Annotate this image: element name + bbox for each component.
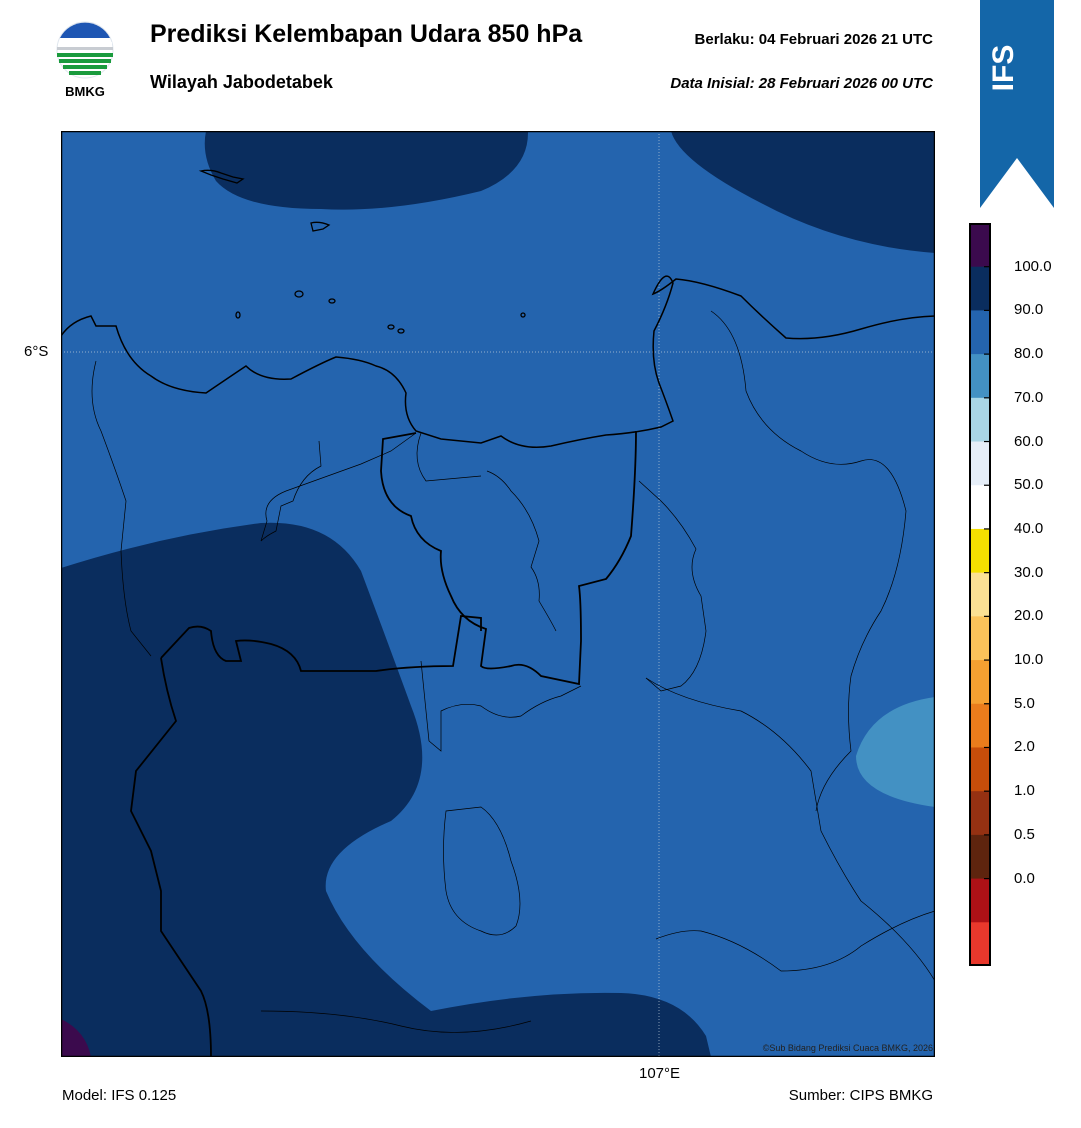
colorbar-frame bbox=[969, 223, 991, 966]
rh-90-100-southwest bbox=[61, 522, 711, 1057]
colorbar-segment bbox=[969, 922, 991, 967]
ifs-ribbon: IFS bbox=[980, 0, 1054, 208]
colorbar-label: 80.0 bbox=[1014, 345, 1044, 363]
colorbar-segment bbox=[969, 266, 991, 311]
colorbar-label: 50.0 bbox=[1014, 476, 1044, 494]
model-info: Model: IFS 0.125 bbox=[62, 1087, 177, 1104]
copyright-text: ©Sub Bidang Prediksi Cuaca BMKG, 2026 bbox=[762, 1043, 933, 1053]
colorbar-segment bbox=[969, 354, 991, 399]
lon-tick-label: 107°E bbox=[639, 1065, 681, 1082]
colorbar-label: 70.0 bbox=[1014, 388, 1044, 406]
colorbar-label: 60.0 bbox=[1014, 432, 1044, 450]
colorbar-segment bbox=[969, 310, 991, 355]
rh-90-100-north bbox=[204, 131, 529, 210]
island bbox=[198, 169, 245, 184]
humidity-map bbox=[59, 129, 937, 1059]
colorbar-segment bbox=[969, 528, 991, 574]
colorbar-label: 100.0 bbox=[1014, 257, 1052, 275]
colorbar-label: 0.0 bbox=[1014, 869, 1035, 887]
colorbar-scale bbox=[969, 223, 991, 967]
colorbar-label: 90.0 bbox=[1014, 301, 1044, 319]
island bbox=[294, 290, 304, 298]
colorbar-label: 5.0 bbox=[1014, 694, 1035, 712]
bmkg-logo: BMKG bbox=[52, 20, 118, 104]
rh-90-100-northeast bbox=[671, 131, 935, 253]
coastline bbox=[60, 275, 936, 448]
colorbar-segment bbox=[969, 878, 991, 923]
colorbar-label: 40.0 bbox=[1014, 519, 1044, 537]
colorbar-label: 10.0 bbox=[1014, 651, 1044, 669]
valid-time: Berlaku: 04 Februari 2026 21 UTC bbox=[694, 31, 933, 48]
rh-70-80-east bbox=[856, 697, 935, 807]
bmkg-logo-icon bbox=[56, 21, 114, 79]
colorbar-segment bbox=[969, 660, 991, 705]
colorbar-segment bbox=[969, 223, 991, 268]
island bbox=[520, 312, 526, 318]
ribbon-label: IFS bbox=[987, 44, 1020, 92]
island bbox=[397, 328, 405, 334]
west-border bbox=[130, 657, 212, 1058]
colorbar-label: 20.0 bbox=[1014, 607, 1044, 625]
colorbar-label: 30.0 bbox=[1014, 563, 1044, 581]
island bbox=[310, 221, 331, 232]
island bbox=[235, 311, 241, 319]
colorbar-segment bbox=[969, 397, 991, 443]
map-canvas bbox=[59, 129, 937, 1059]
island bbox=[387, 324, 395, 330]
colorbar-segment bbox=[969, 616, 991, 661]
init-time: Data Inisial: 28 Februari 2026 00 UTC bbox=[670, 75, 933, 92]
colorbar-segment bbox=[969, 572, 991, 617]
page-title: Prediksi Kelembapan Udara 850 hPa bbox=[150, 20, 583, 48]
ribbon-shape bbox=[980, 0, 1054, 208]
rh-100-corner bbox=[61, 1019, 91, 1057]
regency-borders bbox=[91, 310, 936, 1033]
lat-tick-label: 6°S bbox=[24, 343, 49, 360]
colorbar-segment bbox=[969, 747, 991, 792]
colorbar-segment bbox=[969, 834, 991, 880]
jakarta-border bbox=[380, 430, 637, 686]
colorbar-label: 2.0 bbox=[1014, 738, 1035, 756]
colorbar-segment bbox=[969, 791, 991, 836]
colorbar-label: 1.0 bbox=[1014, 782, 1035, 800]
colorbar-segment bbox=[969, 441, 991, 486]
source-info: Sumber: CIPS BMKG bbox=[788, 1087, 933, 1104]
colorbar-segment bbox=[969, 485, 991, 530]
colorbar bbox=[969, 223, 991, 967]
island bbox=[328, 298, 336, 304]
colorbar-label: 0.5 bbox=[1014, 825, 1035, 843]
colorbar-segment bbox=[969, 703, 991, 748]
region-subtitle: Wilayah Jabodetabek bbox=[150, 72, 333, 92]
banten-border bbox=[160, 615, 482, 672]
logo-label: BMKG bbox=[65, 84, 105, 99]
